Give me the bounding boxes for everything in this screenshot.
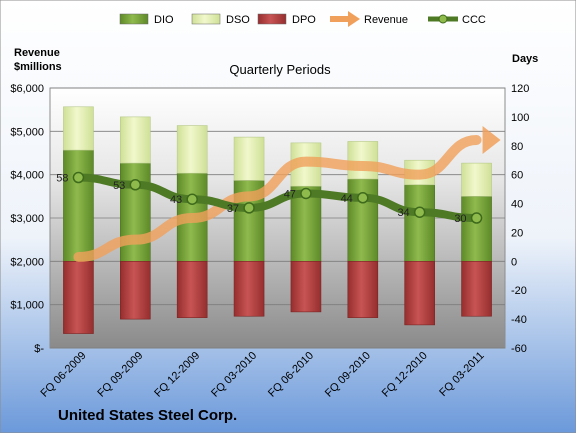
legend-swatch-ccc-marker xyxy=(438,14,448,24)
dpo-bar xyxy=(120,261,151,320)
dio-bar xyxy=(120,162,151,262)
left-tick-label: $3,000 xyxy=(10,213,44,225)
left-axis-title-line-1: Revenue xyxy=(14,47,60,59)
right-tick-label: 0 xyxy=(511,256,517,268)
dio-bar xyxy=(404,184,435,262)
legend: DIO DSO DPO Revenue CCC xyxy=(119,11,486,27)
right-axis: -60 -40 -20 0 20 40 60 80 100 120 xyxy=(511,83,529,355)
ccc-marker xyxy=(186,193,198,205)
legend-label-dpo: DPO xyxy=(292,14,316,26)
ccc-marker xyxy=(413,206,426,218)
legend-label-dio: DIO xyxy=(154,14,174,26)
legend-swatch-dio xyxy=(119,13,149,25)
right-axis-title: Days xyxy=(512,53,538,65)
legend-swatch-revenue-arrow xyxy=(348,11,360,27)
dio-bar xyxy=(347,178,379,262)
right-tick-label: 120 xyxy=(511,83,529,95)
legend-label-dso: DSO xyxy=(226,14,250,26)
right-tick-label: 80 xyxy=(511,141,523,153)
ccc-data-label: 58 xyxy=(56,173,68,185)
left-tick-label: $1,000 xyxy=(10,300,44,312)
legend-swatch-dso xyxy=(191,13,221,25)
left-tick-label: $4,000 xyxy=(10,170,44,182)
company-name: United States Steel Corp. xyxy=(58,407,237,424)
dso-bar xyxy=(63,106,94,151)
left-tick-label: $2,000 xyxy=(10,256,44,268)
dso-bar xyxy=(233,136,265,181)
legend-label-revenue: Revenue xyxy=(364,14,408,26)
legend-label-ccc: CCC xyxy=(462,14,486,26)
revenue-line xyxy=(73,135,482,262)
plot-area: 58 53 43 37 47 44 34 30 xyxy=(49,87,506,349)
ccc-data-label: 34 xyxy=(397,207,409,219)
dpo-bar xyxy=(290,261,322,313)
left-axis: $- $1,000 $2,000 $3,000 $4,000 $5,000 $6,000 xyxy=(10,83,44,355)
dpo-bar xyxy=(63,261,94,334)
dpo-bar xyxy=(176,261,208,318)
ccc-marker xyxy=(300,187,312,200)
right-tick-label: 20 xyxy=(511,227,523,239)
right-tick-label: -40 xyxy=(511,314,527,326)
ccc-data-label: 47 xyxy=(284,188,296,200)
dso-bar xyxy=(176,125,208,174)
ccc-marker xyxy=(357,192,369,204)
right-tick-label: 100 xyxy=(511,112,529,124)
dio-bar xyxy=(63,149,94,262)
ccc-marker xyxy=(470,212,483,224)
dso-bar xyxy=(347,141,379,180)
right-tick-label: -60 xyxy=(511,343,527,355)
dso-bar xyxy=(120,116,151,164)
dpo-bar xyxy=(404,261,435,326)
dpo-bar xyxy=(347,261,379,318)
revenue-arrowhead xyxy=(482,126,501,154)
ccc-data-label: 37 xyxy=(227,203,239,215)
right-tick-label: 40 xyxy=(511,199,523,211)
legend-swatch-dpo xyxy=(257,13,287,25)
right-tick-label: -20 xyxy=(511,285,527,297)
ccc-data-label: 30 xyxy=(454,213,466,225)
dpo-bar xyxy=(233,261,265,317)
dso-bar xyxy=(461,162,492,197)
ccc-data-label: 44 xyxy=(341,193,353,205)
ccc-marker xyxy=(243,202,255,214)
right-tick-label: 60 xyxy=(511,170,523,182)
left-axis-title-line-2: $millions xyxy=(14,61,62,73)
ccc-marker xyxy=(72,171,85,184)
dio-bar xyxy=(461,196,492,262)
left-tick-label: $6,000 xyxy=(10,83,44,95)
left-tick-label: $- xyxy=(34,343,44,355)
left-tick-label: $5,000 xyxy=(10,126,44,138)
chart-subtitle: Quarterly Periods xyxy=(229,62,331,77)
ccc-data-label: 43 xyxy=(170,194,182,206)
ccc-marker xyxy=(129,179,142,191)
ccc-data-label: 53 xyxy=(113,180,125,192)
dpo-bar xyxy=(461,261,492,317)
